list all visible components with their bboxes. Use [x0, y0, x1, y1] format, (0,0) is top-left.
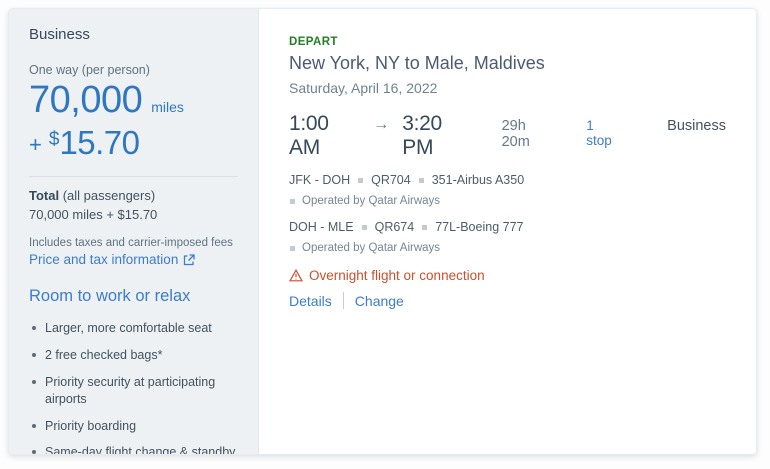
- operated-by-label: Operated by Qatar Airways: [302, 195, 441, 207]
- perk-item: Same-day flight change & standby when av…: [29, 439, 238, 454]
- total-suffix: (all passengers): [59, 188, 156, 203]
- flight-segment: JFK - DOH QR704 351-Airbus A350 Operated…: [289, 173, 726, 207]
- total-word: Total: [29, 188, 60, 203]
- square-separator-icon: [361, 224, 367, 230]
- price-tax-information-link[interactable]: Price and tax information: [29, 252, 195, 267]
- operated-by-label: Operated by Qatar Airways: [302, 242, 441, 254]
- plus-sign: +: [29, 132, 42, 157]
- fare-type-label: One way (per person): [29, 63, 150, 77]
- fare-summary-panel: Business One way (per person) 70,000 mil…: [9, 9, 259, 454]
- perk-item: Larger, more comfortable seat: [29, 315, 238, 342]
- segment-info-row: DOH - MLE QR674 77L-Boeing 777: [289, 220, 726, 234]
- depart-time: 1:00 AM: [289, 112, 329, 159]
- square-separator-icon: [422, 224, 428, 230]
- perk-item: Priority boarding: [29, 413, 238, 440]
- flight-segment: DOH - MLE QR674 77L-Boeing 777 Operated …: [289, 220, 726, 254]
- segment-route: JFK - DOH: [289, 173, 351, 187]
- overnight-warning-label: Overnight flight or connection: [309, 268, 485, 283]
- miles-price: 70,000 miles: [29, 79, 238, 122]
- total-value: 70,000 miles + $15.70: [29, 207, 158, 222]
- taxes-note: Includes taxes and carrier-imposed fees: [29, 237, 233, 249]
- route-title: New York, NY to Male, Maldives: [289, 53, 545, 73]
- cash-price: + $ 15.70: [29, 124, 238, 162]
- depart-label: DEPART: [289, 36, 338, 48]
- perks-list: Larger, more comfortable seat 2 free che…: [29, 315, 238, 454]
- itinerary-panel: DEPART New York, NY to Male, Maldives Sa…: [259, 9, 756, 454]
- stops-link[interactable]: 1 stop: [586, 118, 612, 148]
- cash-amount: 15.70: [59, 124, 140, 161]
- segment-route: DOH - MLE: [289, 220, 354, 234]
- vertical-divider: [342, 292, 344, 309]
- warning-triangle-icon: [289, 269, 303, 282]
- flight-duration: 29h 20m: [501, 118, 530, 150]
- details-link[interactable]: Details: [289, 292, 332, 309]
- perk-item: Priority security at participating airpo…: [29, 369, 238, 413]
- perk-item: 2 free checked bags*: [29, 342, 238, 369]
- square-bullet-icon: [290, 245, 295, 251]
- perks-title: Room to work or relax: [29, 287, 191, 305]
- segment-info-row: JFK - DOH QR704 351-Airbus A350: [289, 173, 726, 187]
- segment-flight-number: QR704: [371, 173, 411, 187]
- overnight-warning: Overnight flight or connection: [289, 268, 726, 283]
- arrive-time: 3:20 PM: [402, 112, 442, 159]
- currency-sign: $: [48, 129, 60, 150]
- external-link-icon: [184, 253, 195, 265]
- operated-by-row: Operated by Qatar Airways: [289, 242, 726, 254]
- square-bullet-icon: [290, 198, 295, 204]
- change-link[interactable]: Change: [354, 292, 404, 309]
- times-row: 1:00 AM → 3:20 PM 29h 20m 1 stop Busines…: [289, 112, 726, 160]
- segment-aircraft: 77L-Boeing 777: [435, 220, 524, 234]
- itinerary-actions: Details Change: [289, 292, 726, 309]
- cabin-label: Business: [667, 118, 726, 134]
- square-separator-icon: [358, 177, 364, 183]
- segment-flight-number: QR674: [374, 220, 415, 234]
- total-label: Total (all passengers): [29, 188, 238, 203]
- miles-unit-label: miles: [151, 99, 184, 115]
- arrow-right-icon: →: [373, 116, 390, 133]
- itinerary-date: Saturday, April 16, 2022: [289, 80, 438, 96]
- square-separator-icon: [418, 177, 424, 183]
- fare-cabin-title: Business: [29, 26, 90, 43]
- miles-amount: 70,000: [29, 79, 143, 121]
- price-tax-information-label: Price and tax information: [29, 252, 179, 267]
- flight-fare-card: Business One way (per person) 70,000 mil…: [8, 8, 757, 455]
- divider: [29, 176, 238, 177]
- operated-by-row: Operated by Qatar Airways: [289, 195, 726, 207]
- segment-aircraft: 351-Airbus A350: [431, 173, 525, 187]
